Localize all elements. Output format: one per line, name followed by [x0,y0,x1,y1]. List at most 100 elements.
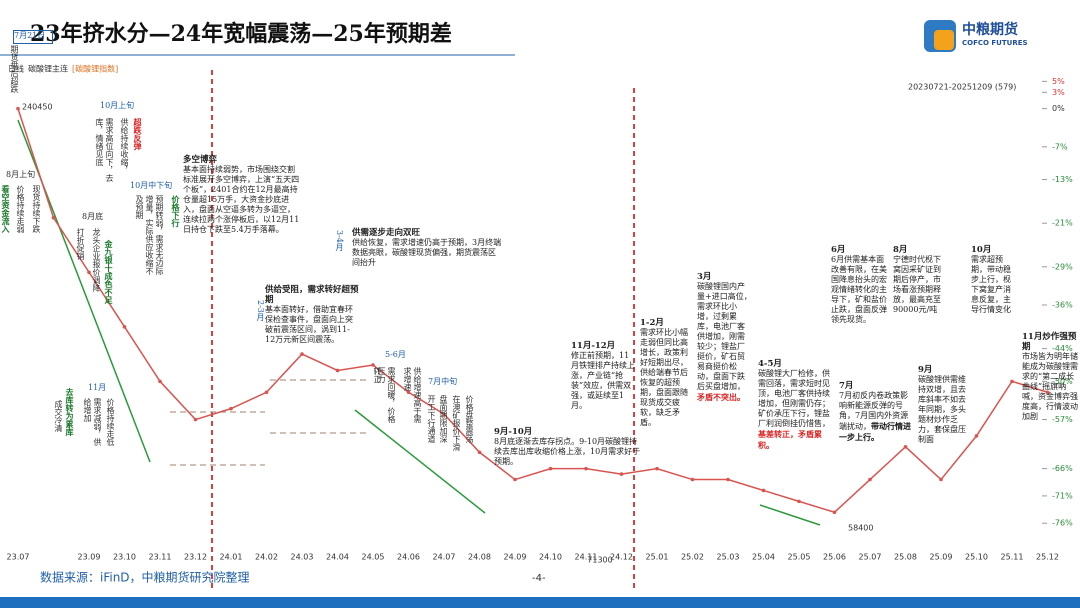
y-tick-label: -7% [1052,142,1068,151]
price-line [17,108,1048,514]
price-point [122,325,127,329]
annotation-text: 7月21日 [14,31,46,40]
annotation: 4-5月 碳酸锂大厂检修，供需回落，需求短时见顶，电池厂客供持续增加，但刚需仍存；… [758,359,833,469]
annotation: 价格持续走弱 [14,185,25,255]
y-tick-label: -76% [1052,519,1073,528]
x-tick-label: 25.07 [859,553,882,562]
annotation-heading: 9月 [918,365,933,375]
annotation: 需求高位向下，去库，情绪见底 [90,118,114,188]
annotation-text: 8月底逐渐去库存拐点。9-10月碳酸锂持续去库出库收缩价格上涨，10月需求好于预… [494,437,641,466]
x-tick-label: 24.02 [255,553,278,562]
annotation-text: 看空资金流入 [1,185,11,233]
annotation-emphasis: 带动行情进一步上行。 [839,421,911,442]
annotation-text: 需求减弱，供给增加 [83,398,102,446]
price-point [16,106,20,111]
annotation-text: 基本面持续弱势，市场围绕交割标准展开多空博弈，上演“五天四个板”，2401合约在… [183,165,300,234]
x-tick-label: 25.11 [1001,553,1024,562]
annotation: 需求减弱，供给增加 [80,398,102,448]
x-tick-label: 24.04 [326,553,349,562]
price-point [87,270,91,275]
annotation-heading: 供需逐步走向双旺 [352,228,421,238]
y-tick-label: 5% [1052,77,1065,86]
annotation-text: 超跌反弹 [133,118,143,150]
annotation-text: 7月初反内卷政策影响新能源反弹的号角，7月国内外资源端扰动， [839,391,909,431]
annotation-text: 10月中下旬 [130,181,173,190]
annotation-emphasis: 矛盾不突出。 [697,392,745,402]
price-point [619,472,624,476]
x-tick-label: 23.10 [113,553,136,562]
price-point [726,477,730,482]
annotation-text: 5-6月 [385,350,406,359]
price-point [868,477,872,482]
x-tick-label: 24.06 [397,553,420,562]
trend-line [354,409,486,514]
price-point [548,466,553,471]
annotation-heading: 4-5月 [758,359,782,369]
annotation: 价格下行 [170,195,181,255]
annotation-text: 价格持续走弱 [16,185,25,233]
x-tick-label: 25.10 [965,553,988,562]
annotation-text: 11月 [88,383,107,392]
annotation-heading: 7月 [839,381,854,391]
annotation: 现货持续下跌 [30,185,41,255]
price-point [406,390,411,395]
price-point [229,406,233,411]
slide-title: 23年挤水分—24年宽幅震荡—25年预期差 [30,21,452,47]
y-tick-label: -21% [1052,219,1073,228]
x-tick-label: 23.12 [184,553,207,562]
x-tick-label: 25.04 [752,553,775,562]
annotation-text: 6月供需基本面改善有限，在美国降息抬头的宏观情绪转化的主导下，矿和盐价止跌，盘面… [831,255,887,324]
y-tick-label: -57% [1052,415,1073,424]
x-tick-label: 23.09 [78,553,101,562]
range-label: 20230721-20251209 (579) [908,83,1016,92]
x-tick-label: 24.10 [539,553,562,562]
x-tick-label: 24.07 [433,553,456,562]
price-point [832,510,837,515]
price-point [1010,379,1014,384]
annotation-text: 需求高位向下，去库，情绪见底 [95,118,114,182]
price-point [193,417,198,422]
annotation: 盘面期限加深 [437,395,448,465]
annotation-text: 转正 [373,367,382,383]
y-tick-label: -66% [1052,464,1073,473]
x-tick-label: 25.01 [646,553,669,562]
annotation-text: 成交冷清 [54,400,63,432]
annotation-heading: 3月 [697,272,712,282]
annotation-heading: 10月 [971,245,992,255]
annotation: 看空资金流入 [0,185,11,255]
annotation: 打折促销 [74,228,85,288]
annotation: 10月中下旬 [130,181,176,191]
annotation: 10月上旬 [100,101,140,111]
y-tick-label: -29% [1052,262,1073,271]
annotation: 需求回暖，价格压力 [377,367,396,427]
annotation: 7月 7月初反内卷政策影响新能源反弹的号角，7月国内外资源端扰动，带动行情进一步上… [839,381,914,471]
annotation-text: 碳酸锂供需维持双增，且去库斜率不如去年同期，多头题材炒作乏力，套保盘压制面 [918,375,966,444]
annotation: 6月 6月供需基本面改善有限，在美国降息抬头的宏观情绪转化的主导下，矿和盐价止跌，… [831,245,891,365]
annotation: 8月底 [82,212,112,222]
annotation: 超跌反弹 [132,118,143,188]
annotation: 3月 碳酸锂国内产量+进口高位，需求环比小增，过剩累库，电池厂客供增加，刚需较少；… [697,272,752,472]
y-tick-label: -44% [1052,344,1073,353]
annotation: 1-2月 需求环比小幅走弱但同比高增长，政策利好短期出尽，供给端春节后恢复的超预期… [640,318,692,478]
price-point [300,352,304,356]
annotation-heading: 9月-10月 [494,427,533,437]
x-tick-label: 25.06 [823,553,846,562]
x-tick-label: 24.03 [291,553,314,562]
footer-bar [0,597,1080,608]
annotation-text: 需求环比小幅走弱但同比高增长，政策利好短期出尽，供给端春节后恢复的超预期，盘面跟… [640,328,688,427]
annotation: 10月 需求超预期，带动稳步上行，枧下窝复产消息反复，主导行情变化 [971,245,1013,355]
y-tick-label: 3% [1052,88,1065,97]
chart-subtitle: [碳酸锂指数] [72,64,118,74]
annotation: 供给持续收缩， [118,118,129,188]
logo-icon [934,30,954,50]
annotation: 9月-10月 8月底逐渐去库存拐点。9-10月碳酸锂持续去库出库收缩价格上涨，10… [494,427,644,467]
annotation-emphasis: 基差转正，矛盾累积。 [758,429,822,450]
price-marker: 71300 [587,556,612,565]
annotation-text: 宁德时代枧下窝因采矿证到期后停产，市场看涨预期释放，最高充至90000元/吨 [893,255,941,314]
annotation: 3-4月 [333,230,344,270]
annotation-text: 价格下行 [171,195,181,227]
price-point [761,488,766,493]
annotation-text: 现货持续下跌 [32,185,41,233]
price-point [335,368,340,373]
